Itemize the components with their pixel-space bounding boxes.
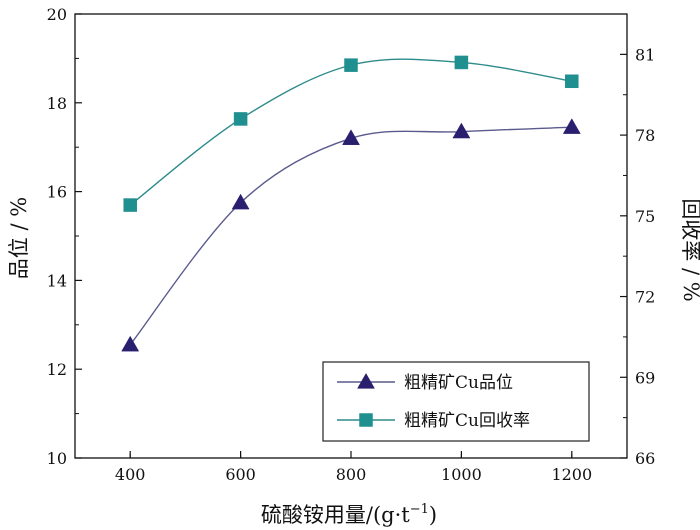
grade-point <box>121 335 140 352</box>
x-tick-label: 800 <box>336 465 367 484</box>
grade-point <box>452 122 471 139</box>
y-left-tick-label: 14 <box>47 271 67 290</box>
legend-label-grade: 粗精矿Cu品位 <box>404 373 513 393</box>
legend-box <box>322 361 590 442</box>
y-right-tick-label: 75 <box>635 207 655 226</box>
x-tick-label: 1000 <box>441 465 482 484</box>
legend-marker-recovery <box>359 413 373 427</box>
recovery-point <box>344 58 358 72</box>
y-left-tick-label: 20 <box>47 5 67 24</box>
recovery-point <box>454 55 469 70</box>
recovery-point <box>123 198 137 212</box>
y-axis-right-title: 回收率 / % <box>679 198 700 301</box>
x-tick-label: 600 <box>225 465 256 484</box>
y-right-tick-label: 78 <box>635 126 655 145</box>
x-axis-title: 硫酸铵用量/(g·t−1) <box>261 502 437 527</box>
grade-point <box>562 118 581 134</box>
recovery-point <box>565 74 579 89</box>
y-right-tick-label: 66 <box>635 449 655 468</box>
grade-point <box>342 129 360 145</box>
y-left-tick-label: 16 <box>47 183 67 202</box>
legend-label-recovery: 粗精矿Cu回收率 <box>404 411 530 431</box>
y-right-tick-label: 72 <box>635 288 655 307</box>
y-left-tick-label: 10 <box>47 449 67 468</box>
recovery-point <box>233 112 248 126</box>
x-tick-label: 400 <box>115 465 146 484</box>
series-line-grade <box>129 126 572 346</box>
x-tick-label: 1200 <box>551 465 592 484</box>
grade-point <box>231 193 250 210</box>
y-left-tick-label: 18 <box>47 94 67 113</box>
axes-layer: 400 600 800 1000 1200 10 12 14 16 18 20 66 69 72 75 78 8… <box>47 5 656 484</box>
legend-marker-grade <box>357 372 375 389</box>
y-axis-left-title: 品位 / % <box>7 197 31 279</box>
y-right-tick-label: 69 <box>635 368 655 387</box>
y-right-tick-label: 81 <box>635 45 655 64</box>
y-left-tick-label: 12 <box>47 360 67 379</box>
series-layer <box>121 55 581 352</box>
